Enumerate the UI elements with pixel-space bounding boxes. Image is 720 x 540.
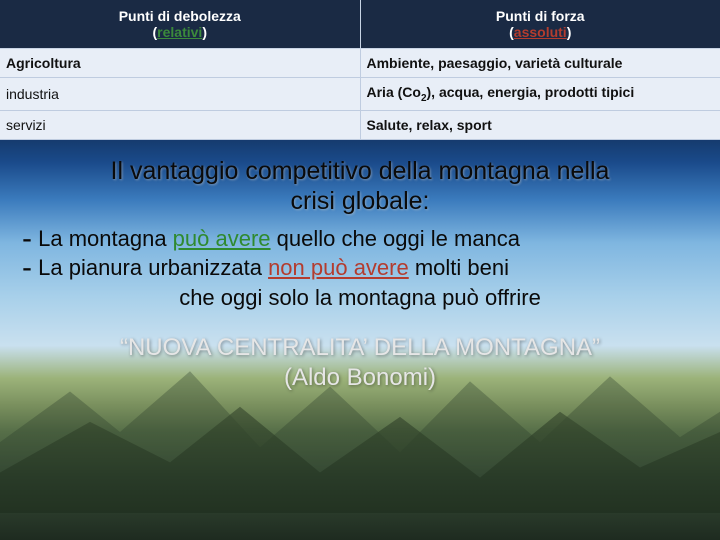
bullet2-post: molti beni [409, 255, 509, 280]
header-weakness-word: relativi [157, 24, 202, 40]
heading-line2: crisi globale: [291, 187, 430, 215]
cell-right-0: Ambiente, paesaggio, varietà culturale [367, 55, 623, 71]
header-weakness-paren-close: ) [202, 24, 207, 40]
bullet1-verb: può avere [173, 226, 271, 251]
table-row: industria Aria (Co2), acqua, energia, pr… [0, 78, 720, 111]
heading-line1: Il vantaggio competitivo della montagna … [111, 157, 610, 185]
bullet-2: - La pianura urbanizzata non può avere m… [0, 253, 720, 283]
cell-left-2: servizi [0, 110, 360, 139]
table-row: servizi Salute, relax, sport [0, 110, 720, 139]
bullet2-pre: La pianura urbanizzata [38, 255, 268, 280]
header-strength-paren-close: ) [567, 24, 572, 40]
bullet2-line2: che oggi solo la montagna può offrire [0, 283, 720, 313]
dash-icon: - [22, 251, 32, 284]
bullet2-verb: non può avere [268, 255, 409, 280]
cell-left-0: Agricoltura [6, 55, 81, 71]
header-weakness: Punti di debolezza (relativi) [0, 0, 360, 49]
bullet1-post: quello che oggi le manca [271, 226, 521, 251]
cell-left-1: industria [0, 78, 360, 111]
header-strength-word: assoluti [514, 24, 567, 40]
quote-line1: “NUOVA CENTRALITA’ DELLA MONTAGNA” [120, 334, 600, 361]
main-heading: Il vantaggio competitivo della montagna … [0, 156, 720, 216]
header-strength: Punti di forza (assoluti) [360, 0, 720, 49]
comparison-table: Punti di debolezza (relativi) Punti di f… [0, 0, 720, 140]
cell-right-2: Salute, relax, sport [367, 117, 492, 133]
quote-block: “NUOVA CENTRALITA’ DELLA MONTAGNA” (Aldo… [0, 333, 720, 393]
header-weakness-line1: Punti di debolezza [119, 8, 241, 24]
header-strength-line1: Punti di forza [496, 8, 585, 24]
bullet-1: - La montagna può avere quello che oggi … [0, 224, 720, 254]
cell-right-1: Aria (Co2), acqua, energia, prodotti tip… [360, 78, 720, 111]
dash-icon: - [22, 222, 32, 255]
bullet-list: - La montagna può avere quello che oggi … [0, 224, 720, 313]
table-row: Agricoltura Ambiente, paesaggio, varietà… [0, 49, 720, 78]
quote-line2: (Aldo Bonomi) [284, 364, 436, 391]
bullet1-pre: La montagna [38, 226, 173, 251]
